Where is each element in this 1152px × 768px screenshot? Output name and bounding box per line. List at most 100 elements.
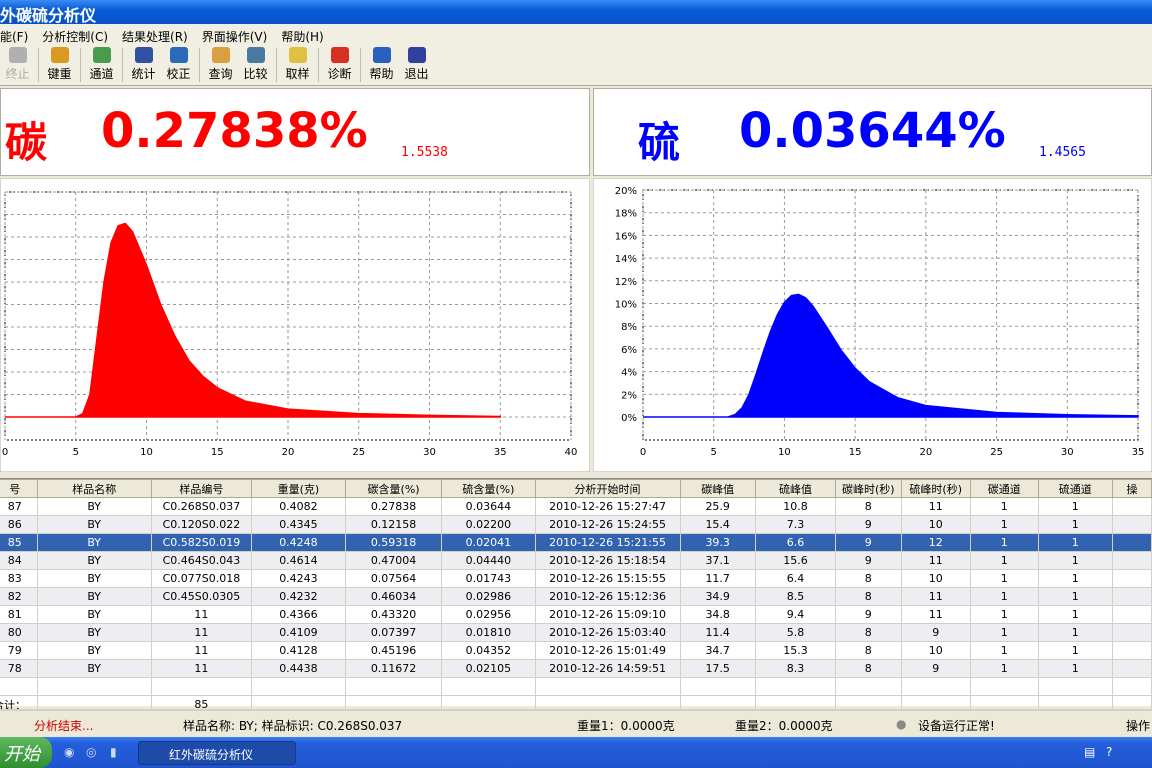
table-row[interactable]: 85 BY C0.582S0.019 0.4248 0.59318 0.02041 2010… xyxy=(0,533,1152,552)
column-header[interactable]: 硫含量(%) xyxy=(441,479,536,498)
toolbar-button-checklist[interactable]: 通道 xyxy=(86,47,117,82)
table-cell: 8.3 xyxy=(754,659,837,678)
table-cell xyxy=(1111,659,1152,678)
table-cell: 85 xyxy=(0,533,38,552)
table-row[interactable]: 79 BY 11 0.4128 0.45196 0.04352 2010-12-26 15:… xyxy=(0,641,1152,660)
table-cell: 1 xyxy=(969,659,1039,678)
table-cell: 11 xyxy=(150,605,252,624)
carbon-value: 0.27838% xyxy=(101,103,368,159)
search-icon xyxy=(211,47,230,63)
taskbar-app-label: 红外碳硫分析仪 xyxy=(169,748,254,762)
table-row[interactable]: 80 BY 11 0.4109 0.07397 0.01810 2010-12-26 15:… xyxy=(0,623,1152,642)
toolbar-label: 键重 xyxy=(47,67,72,81)
ie-icon[interactable]: ◉ xyxy=(64,745,75,759)
table-cell: 83 xyxy=(0,569,38,588)
menu-result[interactable]: 结果处理(R) xyxy=(122,30,188,44)
browser-icon[interactable]: ◎ xyxy=(86,745,97,759)
table-cell: 15.3 xyxy=(754,641,837,660)
table-row[interactable]: 83 BY C0.077S0.018 0.4243 0.07564 0.01743 2010… xyxy=(0,569,1152,588)
table-cell: 11 xyxy=(150,659,252,678)
sample-icon xyxy=(288,47,307,63)
x-tick-label: 35 xyxy=(1132,447,1145,458)
status-bar: 分析结束... 样品名称: BY; 样品标识: C0.268S0.037 重量1… xyxy=(0,709,1152,735)
column-header[interactable]: 样品编号 xyxy=(150,479,252,498)
x-tick-label: 15 xyxy=(211,447,224,458)
column-header[interactable]: 硫通道 xyxy=(1037,479,1113,498)
menu-help[interactable]: 帮助(H) xyxy=(281,30,324,44)
table-row[interactable]: 87 BY C0.268S0.037 0.4082 0.27838 0.03644 2010… xyxy=(0,497,1152,516)
carbon-chart: 0 5 10 15 20 25 30 35 40 xyxy=(0,178,590,472)
toolbar-button-calibrate[interactable]: 校正 xyxy=(163,47,194,82)
table-cell: C0.268S0.037 xyxy=(150,497,252,516)
table-cell: 9 xyxy=(835,605,902,624)
table-row[interactable]: 82 BY C0.45S0.0305 0.4232 0.46034 0.02986 2010… xyxy=(0,587,1152,606)
column-header[interactable]: 硫峰时(秒) xyxy=(900,479,971,498)
table-cell: 0.47004 xyxy=(344,551,443,570)
table-cell: 2010-12-26 15:18:54 xyxy=(534,551,681,570)
table-cell: 0.4614 xyxy=(250,551,346,570)
table-row[interactable]: 84 BY C0.464S0.043 0.4614 0.47004 0.04440 2010… xyxy=(0,551,1152,570)
column-header[interactable]: 碳峰值 xyxy=(679,479,756,498)
table-cell: 9 xyxy=(835,533,902,552)
column-header[interactable]: 样品名称 xyxy=(36,479,152,498)
keyboard-icon[interactable]: ▤ xyxy=(1084,745,1096,759)
carbon-result-panel: 碳 0.27838% 1.5538 xyxy=(0,88,590,176)
table-row[interactable]: 78 BY 11 0.4438 0.11672 0.02105 2010-12-26 14:… xyxy=(0,659,1152,678)
taskbar-app-button[interactable]: 红外碳硫分析仪 xyxy=(138,741,296,765)
help-tray-icon[interactable]: ? xyxy=(1106,745,1113,759)
menu-function[interactable]: 能(F) xyxy=(0,30,29,44)
table-cell: C0.45S0.0305 xyxy=(150,587,252,606)
table-cell: BY xyxy=(36,605,152,624)
table-cell: 34.8 xyxy=(679,605,756,624)
column-header[interactable]: 硫峰值 xyxy=(754,479,837,498)
quicklaunch-icon[interactable]: ▮ xyxy=(110,745,117,759)
toolbar-button-exit[interactable]: 退出 xyxy=(401,47,432,82)
toolbar-label: 通道 xyxy=(89,67,114,81)
table-cell: 0.4366 xyxy=(250,605,346,624)
toolbar-button-stats[interactable]: 统计 xyxy=(128,47,159,82)
checklist-icon xyxy=(92,47,111,63)
table-row[interactable]: 81 BY 11 0.4366 0.43320 0.02956 2010-12-26 15:… xyxy=(0,605,1152,624)
table-cell: 1 xyxy=(1037,569,1113,588)
table-cell: BY xyxy=(36,659,152,678)
table-cell: 1 xyxy=(1037,515,1113,534)
table-cell: 1 xyxy=(1037,533,1113,552)
column-header[interactable]: 号 xyxy=(0,479,38,498)
table-cell: 0.02105 xyxy=(441,659,536,678)
table-cell: 2010-12-26 15:12:36 xyxy=(534,587,681,606)
toolbar-button-compare[interactable]: 比较 xyxy=(240,47,271,82)
menu-view[interactable]: 界面操作(V) xyxy=(201,30,268,44)
y-tick-label: 18% xyxy=(615,209,637,220)
toolbar-button-diagnose[interactable]: 诊断 xyxy=(324,47,355,82)
table-cell: BY xyxy=(36,623,152,642)
toolbar-button-sample[interactable]: 取样 xyxy=(282,47,313,82)
column-header[interactable]: 操 xyxy=(1111,479,1152,498)
start-button[interactable]: 开始 xyxy=(0,737,52,768)
table-cell: 11 xyxy=(900,605,971,624)
menu-analysis-control[interactable]: 分析控制(C) xyxy=(42,30,109,44)
toolbar-button-stop[interactable]: 终止 xyxy=(2,47,33,82)
table-cell: 11.4 xyxy=(679,623,756,642)
column-header[interactable]: 碳峰时(秒) xyxy=(835,479,902,498)
table-cell: 0.07564 xyxy=(344,569,443,588)
x-tick-label: 10 xyxy=(778,447,791,458)
toolbar-label: 取样 xyxy=(285,67,310,81)
table-cell: 1 xyxy=(1037,623,1113,642)
table-cell: C0.464S0.043 xyxy=(150,551,252,570)
table-cell: 9.4 xyxy=(754,605,837,624)
toolbar-button-weigh[interactable]: 键重 xyxy=(44,47,75,82)
table-cell: 1 xyxy=(969,623,1039,642)
table-cell: 1 xyxy=(969,605,1039,624)
column-header[interactable]: 碳通道 xyxy=(969,479,1039,498)
toolbar-button-search[interactable]: 查询 xyxy=(205,47,236,82)
empty-cell xyxy=(150,677,252,696)
column-header[interactable]: 重量(克) xyxy=(250,479,346,498)
table-cell: 2010-12-26 15:01:49 xyxy=(534,641,681,660)
table-cell: 8 xyxy=(835,659,902,678)
column-header[interactable]: 分析开始时间 xyxy=(534,479,681,498)
table-cell: 8 xyxy=(835,623,902,642)
table-cell: 0.4243 xyxy=(250,569,346,588)
table-row[interactable]: 86 BY C0.120S0.022 0.4345 0.12158 0.02200 2010… xyxy=(0,515,1152,534)
toolbar-button-help[interactable]: 帮助 xyxy=(366,47,397,82)
column-header[interactable]: 碳含量(%) xyxy=(344,479,443,498)
